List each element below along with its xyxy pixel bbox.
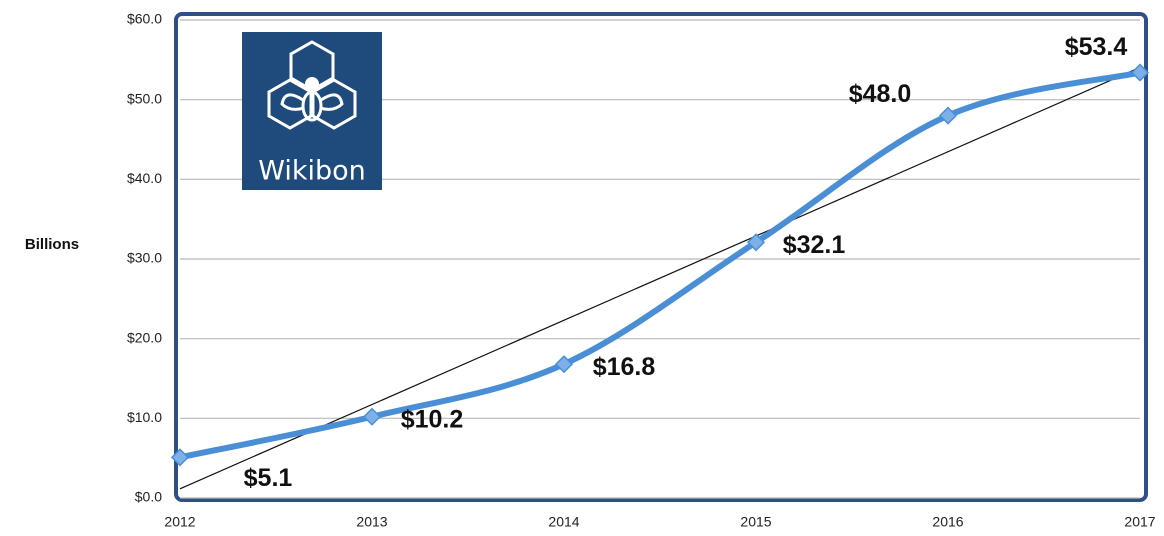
y-tick-label: $10.0 — [127, 409, 162, 425]
y-axis-label: Billions — [25, 236, 79, 253]
value-label: $53.4 — [1065, 33, 1128, 61]
marker — [362, 407, 382, 426]
plot-frame — [174, 12, 1148, 502]
marker — [746, 233, 766, 252]
y-tick-label: $30.0 — [127, 250, 162, 266]
value-label: $32.1 — [783, 231, 846, 259]
x-tick-label: 2012 — [164, 514, 195, 530]
trend-line — [179, 66, 1141, 490]
x-tick-label: 2016 — [932, 514, 963, 530]
marker — [938, 106, 958, 125]
value-label: $16.8 — [593, 353, 656, 381]
x-tick-label: 2013 — [356, 514, 387, 530]
y-tick-label: $0.0 — [135, 489, 162, 505]
y-tick-label: $50.0 — [127, 90, 162, 106]
data-line — [177, 69, 1143, 461]
marker — [554, 355, 574, 374]
x-tick-label: 2017 — [1124, 514, 1155, 530]
marker — [1130, 63, 1150, 82]
logo: Wikibon — [242, 32, 382, 190]
x-tick-label: 2014 — [548, 514, 579, 530]
y-tick-label: $20.0 — [127, 329, 162, 345]
value-label: $10.2 — [401, 405, 464, 433]
marker — [170, 448, 190, 467]
x-tick-label: 2015 — [740, 514, 771, 530]
logo-text: Wikibon — [258, 156, 366, 187]
y-tick-label: $40.0 — [127, 170, 162, 186]
y-tick-label: $60.0 — [127, 11, 162, 27]
value-label: $48.0 — [849, 80, 912, 108]
value-label: $5.1 — [244, 464, 293, 492]
